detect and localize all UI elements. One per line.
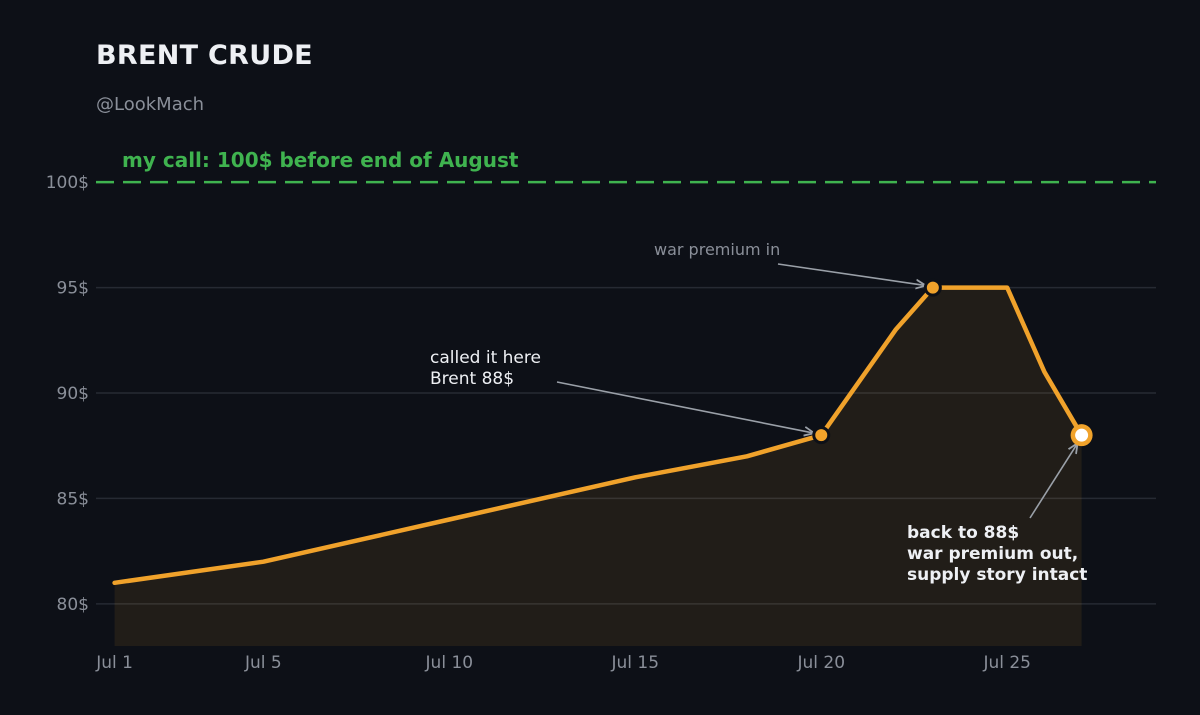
- y-tick-label: 80$: [57, 595, 89, 615]
- y-tick-label: 95$: [57, 279, 89, 299]
- x-tick-label: Jul 10: [425, 653, 474, 673]
- annotation-layer: called it here Brent 88$ war premium in bac…: [430, 240, 1087, 585]
- annotation-arrow: [777, 263, 926, 286]
- x-tick-label: Jul 20: [796, 653, 845, 673]
- y-tick-label: 85$: [57, 489, 89, 509]
- author-handle: @LookMach: [96, 94, 205, 115]
- y-tick-label: 90$: [57, 384, 89, 404]
- x-tick-label: Jul 15: [611, 653, 660, 673]
- x-tick-label: Jul 25: [982, 653, 1031, 673]
- price-area: [114, 287, 1082, 646]
- x-tick-label: Jul 1: [95, 653, 133, 673]
- annotation-arrow: [1029, 443, 1078, 519]
- axis-layer: 80$ 85$ 90$ 95$ 100$ Jul 1 Jul 5 Jul 10 Jul 15 Ju…: [46, 173, 1031, 673]
- target-label: my call: 100$ before end of August: [122, 148, 519, 172]
- annotation-text: called it here Brent 88$: [430, 348, 541, 389]
- price-marker: [812, 426, 831, 445]
- target-layer: my call: 100$ before end of August: [96, 148, 1156, 184]
- area-layer: [114, 287, 1082, 646]
- chart-title: BRENT CRUDE: [96, 40, 313, 71]
- annotation-text: war premium in: [654, 240, 780, 259]
- x-tick-label: Jul 5: [244, 653, 282, 673]
- annotation-text: back to 88$ war premium out, supply story …: [907, 523, 1087, 585]
- marker-layer: [812, 278, 1093, 447]
- price-marker: [923, 278, 942, 297]
- annotation-arrow: [556, 381, 814, 433]
- price-marker-center: [1075, 428, 1089, 442]
- y-tick-label: 100$: [46, 173, 89, 193]
